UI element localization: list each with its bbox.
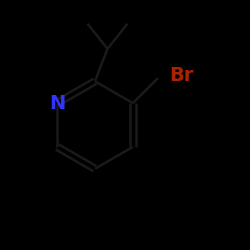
Text: Br: Br	[169, 66, 194, 85]
Text: N: N	[49, 94, 65, 112]
